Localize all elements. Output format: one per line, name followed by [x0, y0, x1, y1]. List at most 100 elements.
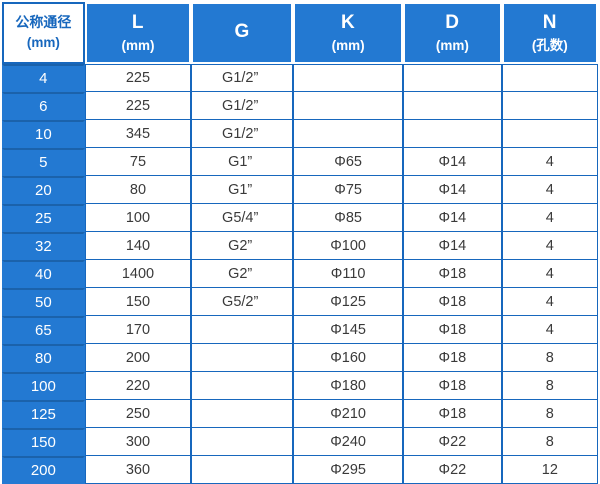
cell-l: 225	[84, 92, 192, 120]
cell-k	[293, 92, 404, 120]
cell-d: Φ14	[403, 232, 502, 260]
cell-d: Φ14	[403, 204, 502, 232]
cell-nominal-diameter: 125	[2, 400, 85, 428]
cell-nominal-diameter: 100	[2, 372, 85, 400]
cell-k: Φ240	[293, 428, 404, 456]
table-row: 125 250 Φ210 Φ18 8	[2, 400, 598, 428]
cell-k: Φ210	[293, 400, 404, 428]
cell-g: G2”	[191, 260, 294, 288]
cell-d: Φ18	[403, 260, 502, 288]
cell-nominal-diameter: 200	[2, 456, 85, 484]
column-header-d-unit: (mm)	[435, 37, 469, 53]
cell-k	[293, 64, 404, 92]
table-row: 65 170 Φ145 Φ18 4	[2, 316, 598, 344]
cell-g	[191, 344, 294, 372]
column-header-nominal-diameter-unit: (mm)	[26, 34, 60, 50]
cell-g	[191, 428, 294, 456]
table-row: 32 140 G2” Φ100 Φ14 4	[2, 232, 598, 260]
table-body: 4 225 G1/2” 6 225 G1/2” 10 345 G1/2” 5 75 G1” Φ65 Φ14…	[2, 64, 598, 484]
cell-d: Φ18	[403, 288, 502, 316]
cell-n: 8	[501, 428, 598, 456]
cell-d: Φ22	[403, 428, 502, 456]
cell-nominal-diameter: 4	[2, 64, 85, 92]
cell-nominal-diameter: 50	[2, 288, 85, 316]
cell-g	[191, 400, 294, 428]
cell-l: 200	[84, 344, 192, 372]
cell-g: G1”	[191, 148, 294, 176]
column-header-l-unit: (mm)	[121, 37, 155, 53]
table-row: 6 225 G1/2”	[2, 92, 598, 120]
cell-d: Φ14	[403, 176, 502, 204]
column-header-k-unit: (mm)	[331, 37, 365, 53]
cell-g	[191, 316, 294, 344]
table-header-row: 公称通径 (mm) L (mm) G K (mm) D (mm)	[2, 2, 598, 64]
table-row: 100 220 Φ180 Φ18 8	[2, 372, 598, 400]
column-header-k-label: K	[341, 12, 356, 34]
cell-d: Φ18	[403, 316, 502, 344]
cell-k: Φ145	[293, 316, 404, 344]
cell-n: 4	[501, 204, 598, 232]
table-row: 40 1400 G2” Φ110 Φ18 4	[2, 260, 598, 288]
cell-nominal-diameter: 150	[2, 428, 85, 456]
column-header-nominal-diameter-label: 公称通径	[15, 14, 72, 31]
table-row: 200 360 Φ295 Φ22 12	[2, 456, 598, 484]
cell-l: 220	[84, 372, 192, 400]
cell-k: Φ85	[293, 204, 404, 232]
cell-l: 100	[84, 204, 192, 232]
cell-k: Φ295	[293, 456, 404, 484]
cell-l: 250	[84, 400, 192, 428]
cell-k: Φ100	[293, 232, 404, 260]
cell-n: 8	[501, 372, 598, 400]
cell-nominal-diameter: 5	[2, 148, 85, 176]
cell-l: 75	[84, 148, 192, 176]
cell-l: 150	[84, 288, 192, 316]
column-header-d-label: D	[445, 12, 460, 34]
cell-n: 4	[501, 148, 598, 176]
cell-g: G1/2”	[191, 120, 294, 148]
cell-l: 345	[84, 120, 192, 148]
column-header-d: D (mm)	[403, 2, 502, 64]
column-header-n-unit: (孔数)	[531, 37, 568, 53]
cell-n	[501, 92, 598, 120]
cell-g: G1/2”	[191, 92, 294, 120]
cell-d	[403, 64, 502, 92]
cell-d: Φ22	[403, 456, 502, 484]
cell-d: Φ18	[403, 344, 502, 372]
table-row: 80 200 Φ160 Φ18 8	[2, 344, 598, 372]
cell-n: 4	[501, 260, 598, 288]
cell-l: 140	[84, 232, 192, 260]
cell-k: Φ180	[293, 372, 404, 400]
cell-k	[293, 120, 404, 148]
cell-g: G5/2”	[191, 288, 294, 316]
cell-l: 225	[84, 64, 192, 92]
cell-l: 1400	[84, 260, 192, 288]
cell-l: 170	[84, 316, 192, 344]
column-header-n: N (孔数)	[501, 2, 598, 64]
cell-n: 8	[501, 400, 598, 428]
cell-l: 80	[84, 176, 192, 204]
column-header-l-label: L	[131, 12, 144, 34]
cell-n	[501, 120, 598, 148]
cell-k: Φ125	[293, 288, 404, 316]
cell-g	[191, 372, 294, 400]
table-row: 10 345 G1/2”	[2, 120, 598, 148]
cell-l: 360	[84, 456, 192, 484]
cell-g: G2”	[191, 232, 294, 260]
cell-nominal-diameter: 80	[2, 344, 85, 372]
cell-l: 300	[84, 428, 192, 456]
table-row: 50 150 G5/2” Φ125 Φ18 4	[2, 288, 598, 316]
cell-nominal-diameter: 65	[2, 316, 85, 344]
table-row: 20 80 G1” Φ75 Φ14 4	[2, 176, 598, 204]
table-row: 5 75 G1” Φ65 Φ14 4	[2, 148, 598, 176]
cell-d: Φ18	[403, 372, 502, 400]
cell-n: 4	[501, 232, 598, 260]
table-header: 公称通径 (mm) L (mm) G K (mm) D (mm)	[2, 2, 598, 64]
cell-d: Φ18	[403, 400, 502, 428]
cell-k: Φ110	[293, 260, 404, 288]
cell-n: 4	[501, 176, 598, 204]
cell-n	[501, 64, 598, 92]
cell-d	[403, 120, 502, 148]
column-header-k: K (mm)	[293, 2, 404, 64]
